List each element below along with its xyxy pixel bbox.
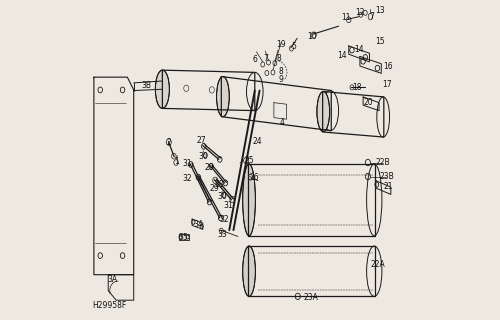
Text: 26: 26: [249, 173, 258, 182]
Text: 27: 27: [197, 136, 206, 145]
Ellipse shape: [156, 70, 170, 108]
Text: 8: 8: [279, 67, 283, 76]
Text: 32: 32: [219, 215, 228, 224]
Text: 10: 10: [308, 32, 317, 41]
Text: 23B: 23B: [380, 172, 394, 181]
Text: 12: 12: [355, 8, 364, 17]
Text: 30: 30: [217, 192, 227, 201]
Text: 16: 16: [383, 61, 392, 70]
Text: 4: 4: [280, 118, 285, 127]
Ellipse shape: [242, 164, 256, 236]
Text: H29958F: H29958F: [92, 301, 126, 310]
Text: 32: 32: [182, 174, 192, 183]
Text: 15: 15: [375, 37, 385, 46]
Text: 18: 18: [352, 83, 362, 92]
Text: 14: 14: [354, 44, 364, 54]
Ellipse shape: [216, 76, 230, 117]
Text: 3A: 3A: [108, 275, 118, 284]
Text: 9: 9: [279, 75, 283, 84]
Text: 28: 28: [214, 180, 224, 189]
Text: 31: 31: [224, 201, 233, 210]
Text: 23A: 23A: [303, 293, 318, 302]
Text: 22A: 22A: [370, 260, 385, 269]
Text: 25: 25: [244, 156, 254, 165]
Text: 13: 13: [375, 6, 385, 15]
Text: 31: 31: [182, 159, 192, 168]
Ellipse shape: [242, 246, 256, 296]
Text: 17: 17: [382, 80, 392, 89]
Text: 35: 35: [179, 233, 188, 242]
Text: 14: 14: [337, 51, 346, 60]
Text: 2: 2: [166, 138, 171, 147]
Text: 34: 34: [194, 220, 203, 229]
Text: 1: 1: [174, 157, 178, 166]
Text: 5: 5: [292, 42, 296, 52]
Text: 8: 8: [276, 53, 281, 62]
Text: 29: 29: [204, 163, 214, 172]
Text: 7: 7: [263, 53, 268, 62]
Text: 19: 19: [276, 40, 286, 49]
Text: 3B: 3B: [142, 81, 152, 90]
Text: 33: 33: [217, 230, 227, 239]
Text: 20: 20: [364, 98, 374, 107]
Text: 24: 24: [252, 137, 262, 146]
Text: 22B: 22B: [376, 158, 390, 167]
Text: 11: 11: [341, 13, 350, 22]
Text: 21: 21: [384, 182, 394, 191]
Text: 7: 7: [370, 12, 374, 21]
Text: 29: 29: [210, 184, 219, 193]
Ellipse shape: [317, 92, 330, 132]
Text: 30: 30: [198, 152, 207, 161]
Text: 6: 6: [252, 55, 257, 64]
